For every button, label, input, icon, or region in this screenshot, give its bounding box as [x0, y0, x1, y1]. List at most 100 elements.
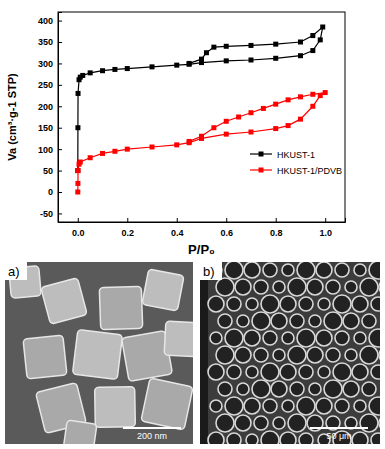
pore: [345, 349, 357, 361]
pore: [318, 298, 330, 310]
pore: [227, 433, 241, 444]
series-marker: [224, 58, 229, 63]
y-tick-label: 250: [38, 80, 53, 90]
series-marker: [286, 97, 291, 102]
pore: [318, 366, 330, 378]
pore: [246, 298, 258, 310]
x-tick: 0.8: [270, 218, 283, 238]
pore: [335, 263, 349, 277]
pore: [324, 312, 342, 330]
series-line: [78, 93, 325, 192]
pore: [280, 296, 296, 312]
pore: [261, 363, 279, 381]
scale-bar-label: 200 nm: [137, 431, 167, 441]
series-marker: [310, 92, 315, 97]
pore: [225, 397, 243, 415]
pore: [216, 414, 234, 432]
series-marker: [150, 64, 155, 69]
x-tick-label: 0.0: [72, 228, 85, 238]
pore: [227, 297, 241, 311]
panel-label: a): [8, 264, 20, 279]
y-tick-label: 150: [38, 123, 53, 133]
pore: [246, 366, 258, 378]
pore: [297, 329, 315, 347]
pore: [352, 432, 368, 444]
x-tick-label: 1.0: [319, 228, 332, 238]
x-axis-line: [59, 218, 346, 223]
series-marker: [318, 37, 323, 42]
pore: [282, 332, 294, 344]
pore: [360, 414, 378, 432]
y-tick-label: 200: [38, 102, 53, 112]
pore: [244, 262, 260, 278]
y-tick-label: 400: [38, 16, 53, 26]
pore: [216, 346, 234, 364]
series-marker: [310, 33, 315, 38]
series-marker: [286, 123, 291, 128]
label-box: [200, 262, 222, 280]
pore: [299, 433, 313, 444]
x-tick-mark: [177, 218, 178, 222]
sem-image: a) 200 nm: [5, 262, 200, 449]
y-tick-mark: [58, 192, 62, 193]
crystal: [72, 329, 122, 379]
series-marker: [273, 56, 278, 61]
x-tick: 0.2: [122, 218, 135, 238]
pore: [244, 398, 260, 414]
sem-image: b)50 μm: [200, 261, 385, 449]
pore: [225, 262, 243, 279]
pore: [316, 398, 332, 414]
series-marker: [125, 66, 130, 71]
pore: [280, 432, 296, 444]
series-marker: [75, 168, 80, 173]
series-marker: [204, 50, 209, 55]
x-tick-label: 0.8: [270, 228, 283, 238]
pore: [360, 346, 378, 364]
pore: [326, 280, 340, 294]
x-tick: 1.0: [319, 218, 332, 238]
series-marker: [76, 91, 81, 96]
legend-marker: [259, 152, 264, 157]
pore: [261, 431, 279, 444]
y-tick-label: -50: [40, 209, 53, 219]
series-marker: [174, 142, 179, 147]
x-tick: 0.4: [171, 218, 184, 238]
pore: [252, 380, 270, 398]
series-marker: [112, 149, 117, 154]
series-marker: [310, 104, 315, 109]
pore: [307, 279, 323, 295]
x-tick-mark: [276, 218, 277, 222]
series-marker: [320, 25, 325, 30]
y-tick: 400: [38, 16, 62, 26]
y-axis-line: [59, 13, 63, 223]
pore: [208, 296, 224, 312]
crystal: [141, 378, 193, 430]
series-marker: [248, 130, 253, 135]
pore: [352, 296, 368, 312]
pore: [362, 382, 376, 396]
series-marker: [298, 53, 303, 58]
legend-label: HKUST-1: [277, 150, 315, 160]
pore: [309, 383, 321, 395]
pore: [246, 434, 258, 444]
pore: [288, 414, 306, 432]
series-marker: [236, 115, 241, 120]
pore: [271, 313, 287, 329]
legend-marker: [259, 168, 264, 173]
legend: HKUST-1HKUST-1/PDVB: [250, 150, 342, 176]
scale-bar: [310, 427, 368, 429]
pore: [254, 416, 268, 430]
crystal: [23, 335, 67, 379]
x-tick-mark: [325, 218, 326, 222]
y-tick: 250: [38, 80, 62, 90]
series-marker: [211, 125, 216, 130]
crystal: [41, 278, 88, 325]
y-tick: 0: [48, 187, 62, 197]
series-marker: [187, 139, 192, 144]
scale-bar-label: 50 μm: [326, 431, 351, 441]
series-marker: [211, 45, 216, 50]
y-tick: 300: [38, 59, 62, 69]
image-edge: [200, 262, 208, 444]
pore: [271, 381, 287, 397]
x-tick-label: 0.6: [220, 228, 233, 238]
